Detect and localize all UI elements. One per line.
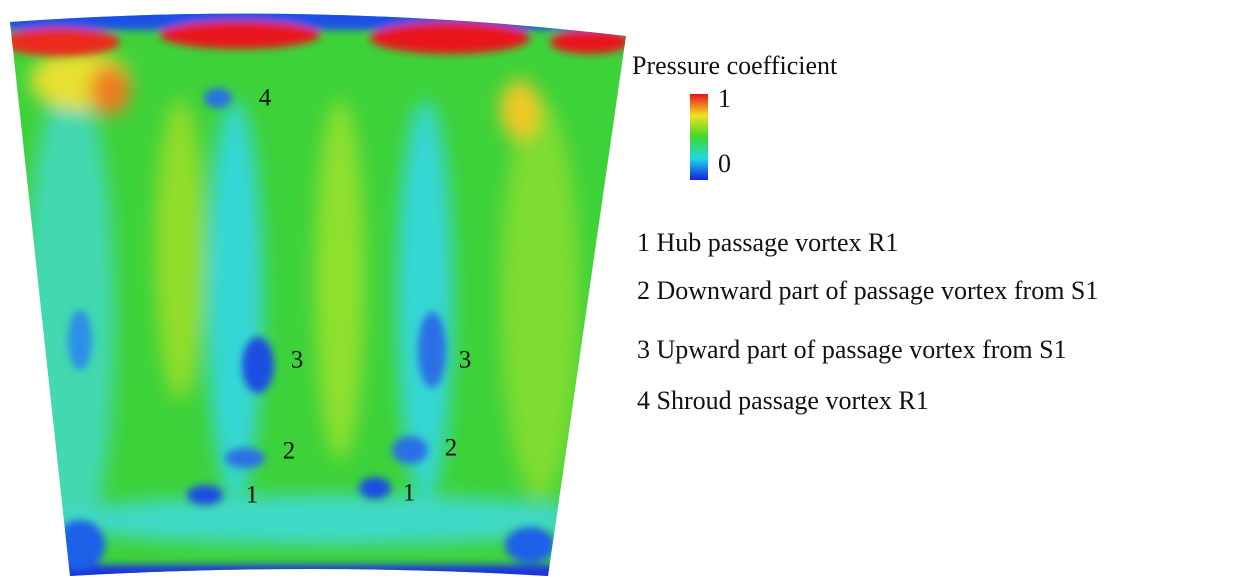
plot-label: 3	[459, 347, 472, 374]
contour-field	[10, 13, 626, 577]
plot-label: 2	[283, 438, 296, 465]
annotation: 4 Shroud passage vortex R1	[637, 386, 929, 415]
plot-label: 2	[445, 435, 458, 462]
plot-label: 3	[291, 347, 304, 374]
plot-label: 1	[403, 480, 416, 507]
colorbar-max: 1	[718, 84, 731, 113]
plot-label: 4	[259, 85, 272, 112]
annotation: 2 Downward part of passage vortex from S…	[637, 276, 1098, 305]
annotation: 1 Hub passage vortex R1	[637, 228, 898, 257]
annotation: 3 Upward part of passage vortex from S1	[637, 335, 1067, 364]
legend-title: Pressure coefficient	[632, 51, 838, 80]
colorbar-min: 0	[718, 149, 731, 178]
colorbar	[690, 94, 708, 180]
plot-label: 1	[246, 482, 259, 509]
